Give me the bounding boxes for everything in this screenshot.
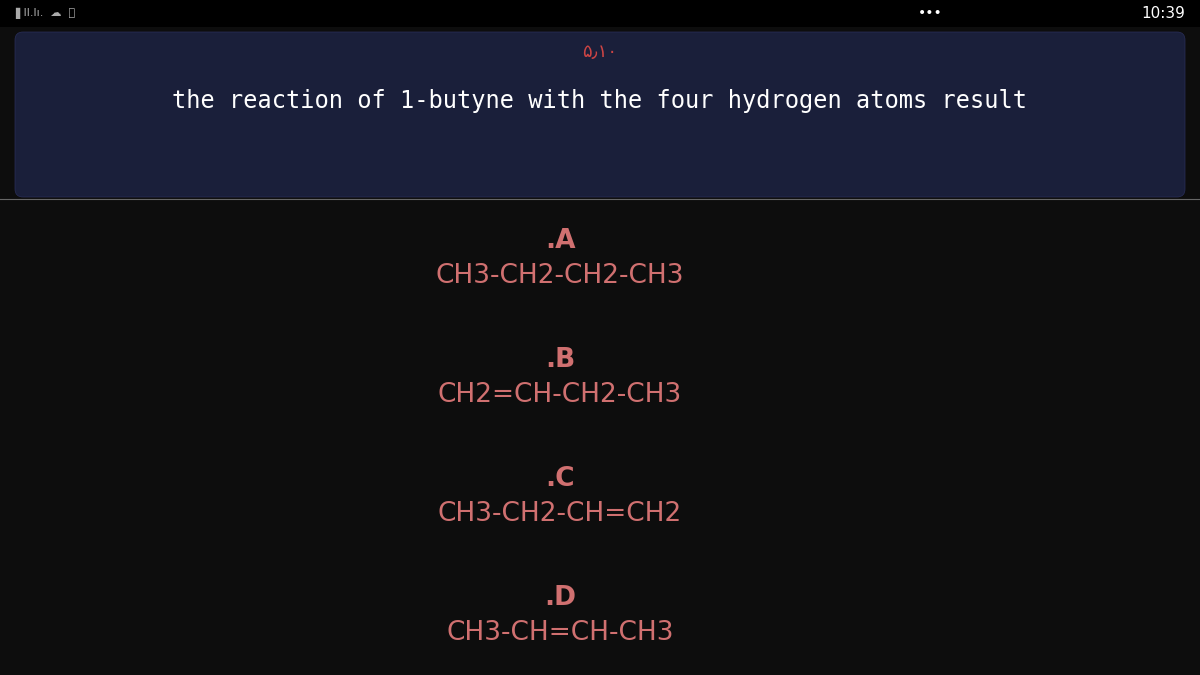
FancyBboxPatch shape [14,32,1186,197]
Text: the reaction of 1-butyne with the four hydrogen atoms result: the reaction of 1-butyne with the four h… [173,89,1027,113]
Text: CH2=CH-CH2-CH3: CH2=CH-CH2-CH3 [438,382,682,408]
Text: .C: .C [545,466,575,491]
Bar [0,0,1200,27]
Text: .D: .D [544,585,576,611]
Text: .B: .B [545,347,575,373]
Text: .A: .A [545,227,575,254]
Text: ▌Il.lı.  ☁  ⏰: ▌Il.lı. ☁ ⏰ [14,8,76,19]
Text: CH3-CH=CH-CH3: CH3-CH=CH-CH3 [446,620,673,647]
Text: CH3-CH2-CH=CH2: CH3-CH2-CH=CH2 [438,502,682,527]
Text: CH3-CH2-CH2-CH3: CH3-CH2-CH2-CH3 [436,263,684,290]
Text: 10:39: 10:39 [1141,6,1186,21]
Text: ۵٫۱۰: ۵٫۱۰ [582,43,618,61]
Text: •••: ••• [918,7,942,20]
